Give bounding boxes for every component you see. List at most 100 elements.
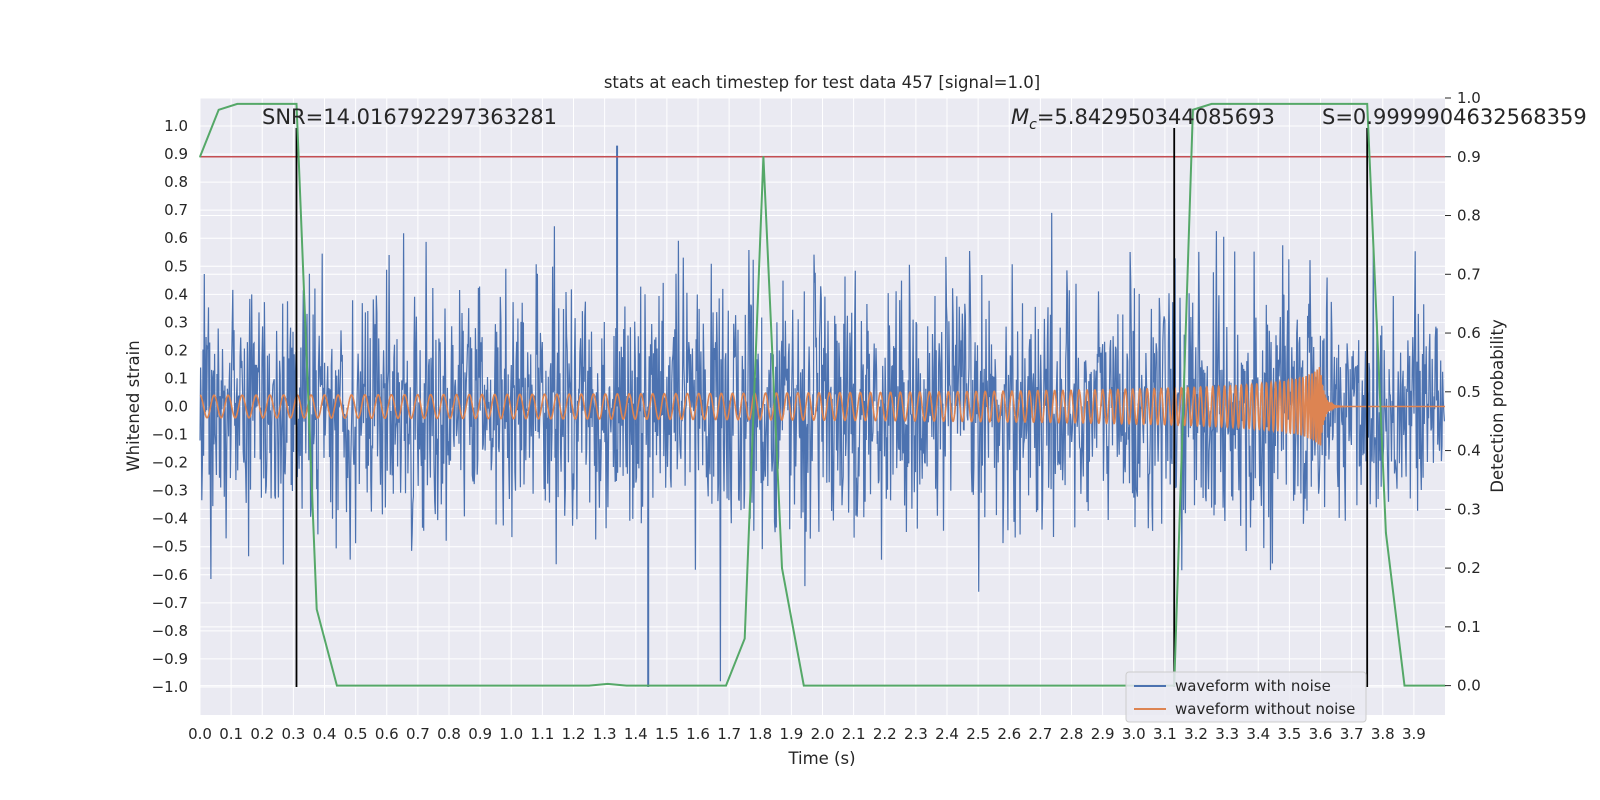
x-tick-label: 0.3 [281,725,305,743]
s-annotation: S=0.9999904632568359 [1322,105,1587,129]
y2-tick-label: 0.8 [1457,207,1481,225]
probability-point [1403,684,1406,687]
x-tick-label: 1.1 [530,725,554,743]
chart-title: stats at each timestep for test data 457… [604,73,1040,92]
y2-tick-label: 0.5 [1457,383,1481,401]
x-tick-label: 0.5 [344,725,368,743]
x-tick-label: 0.0 [188,725,212,743]
x-tick-label: 2.1 [842,725,866,743]
y-axis-title: Whitened strain [124,340,143,471]
chirp-mass-symbol: M [1011,105,1029,129]
probability-point [821,684,824,687]
series-waveform-with-noise [199,145,1445,687]
x-tick-label: 3.6 [1309,725,1333,743]
probability-point [647,684,649,687]
probability-point [703,684,706,687]
vertical-markers [295,128,1369,687]
y-tick-label: 0.0 [164,398,188,416]
probability-point [277,103,279,105]
y-tick-label: 0.3 [164,313,188,331]
probability-point [762,155,765,158]
y-tick-label: −0.8 [152,622,188,640]
x-tick-label: 3.0 [1122,725,1146,743]
x-tick-label: 2.8 [1060,725,1084,743]
probability-point [1229,103,1232,105]
x-tick-label: 1.9 [779,725,803,743]
y-tick-label: 0.1 [164,369,188,387]
probability-point [258,103,260,105]
x-tick-label: 1.4 [624,725,648,743]
legend-box [1125,671,1367,723]
probability-point [1307,103,1309,105]
x-tick-label: 3.7 [1340,725,1364,743]
x-tick-label: 1.7 [717,725,741,743]
probability-point [1385,532,1387,534]
probability-point [1192,108,1194,111]
probability-point [725,684,727,687]
probability-point [236,103,239,105]
probability-point [743,637,746,640]
y-tick-label: 0.7 [164,201,188,219]
probability-point [606,683,609,685]
snr-annotation: SNR=14.016792297363281 [262,105,557,129]
x-tick-label: 1.3 [593,725,617,743]
x-tick-label: 0.8 [437,725,461,743]
probability-point [1425,684,1428,687]
y-tick-label: −0.5 [152,538,188,556]
probability-point [315,608,318,611]
y2-tick-label: 0.7 [1457,265,1481,283]
x-axis-ticks: 0.0 0.1 0.2 0.3 0.4 0.5 0.6 0.7 0.8 0.9 1.0 1.1 1.2 1… [188,725,1426,743]
x-tick-label: 2.2 [873,725,897,743]
probability-point [1210,103,1213,105]
legend: waveform with noise waveform without noi… [1125,671,1367,723]
y-tick-label: 0.9 [164,145,188,163]
y2-axis-ticks: 1.0 0.9 0.8 0.7 0.6 0.5 0.4 0.3 0.2 0.1 0.0 [1445,89,1481,695]
x-tick-label: 3.8 [1371,725,1395,743]
legend-label-noise: waveform with noise [1175,677,1331,695]
x-axis-title: Time (s) [787,749,855,768]
y-tick-label: 1.0 [164,117,188,135]
y2-axis-title: Detection probability [1488,319,1507,493]
x-tick-label: 3.1 [1153,725,1177,743]
probability-point [1366,103,1368,105]
probability-point [199,155,201,158]
x-tick-label: 1.0 [499,725,523,743]
y-tick-label: 0.2 [164,341,188,359]
y-tick-label: −0.9 [152,650,188,668]
probability-point [588,684,590,687]
x-tick-label: 2.6 [997,725,1021,743]
x-tick-label: 3.4 [1246,725,1270,743]
probability-point [354,684,357,687]
chirp-mass-value: =5.842950344085693 [1037,105,1275,129]
y-tick-label: −0.1 [152,426,188,444]
y-tick-label: 0.4 [164,285,188,303]
series-waveform-without-noise [199,366,1445,446]
x-tick-label: 3.9 [1402,725,1426,743]
x-tick-label: 3.2 [1184,725,1208,743]
x-tick-label: 2.9 [1091,725,1115,743]
x-tick-label: 2.0 [811,725,835,743]
x-tick-label: 1.2 [562,725,586,743]
x-tick-label: 0.2 [250,725,274,743]
x-tick-label: 2.4 [935,725,959,743]
y2-tick-label: 0.6 [1457,324,1481,342]
x-tick-label: 3.5 [1277,725,1301,743]
y2-tick-label: 0.9 [1457,148,1481,166]
chirp-mass-annotation: Mc=5.842950344085693 [1011,105,1275,133]
x-tick-label: 1.5 [655,725,679,743]
y-tick-label: 0.6 [164,229,188,247]
x-tick-label: 2.5 [966,725,990,743]
y-tick-label: −0.2 [152,454,188,472]
probability-point [295,103,298,105]
y2-tick-label: 1.0 [1457,89,1481,107]
y2-tick-label: 0.1 [1457,618,1481,636]
probability-point [625,684,628,687]
y-tick-label: −0.7 [152,594,188,612]
x-tick-label: 1.6 [686,725,710,743]
probability-point [803,684,805,687]
x-tick-label: 0.1 [219,725,243,743]
x-tick-label: 2.3 [904,725,928,743]
y-tick-label: 0.8 [164,173,188,191]
y-tick-label: −0.6 [152,566,188,584]
